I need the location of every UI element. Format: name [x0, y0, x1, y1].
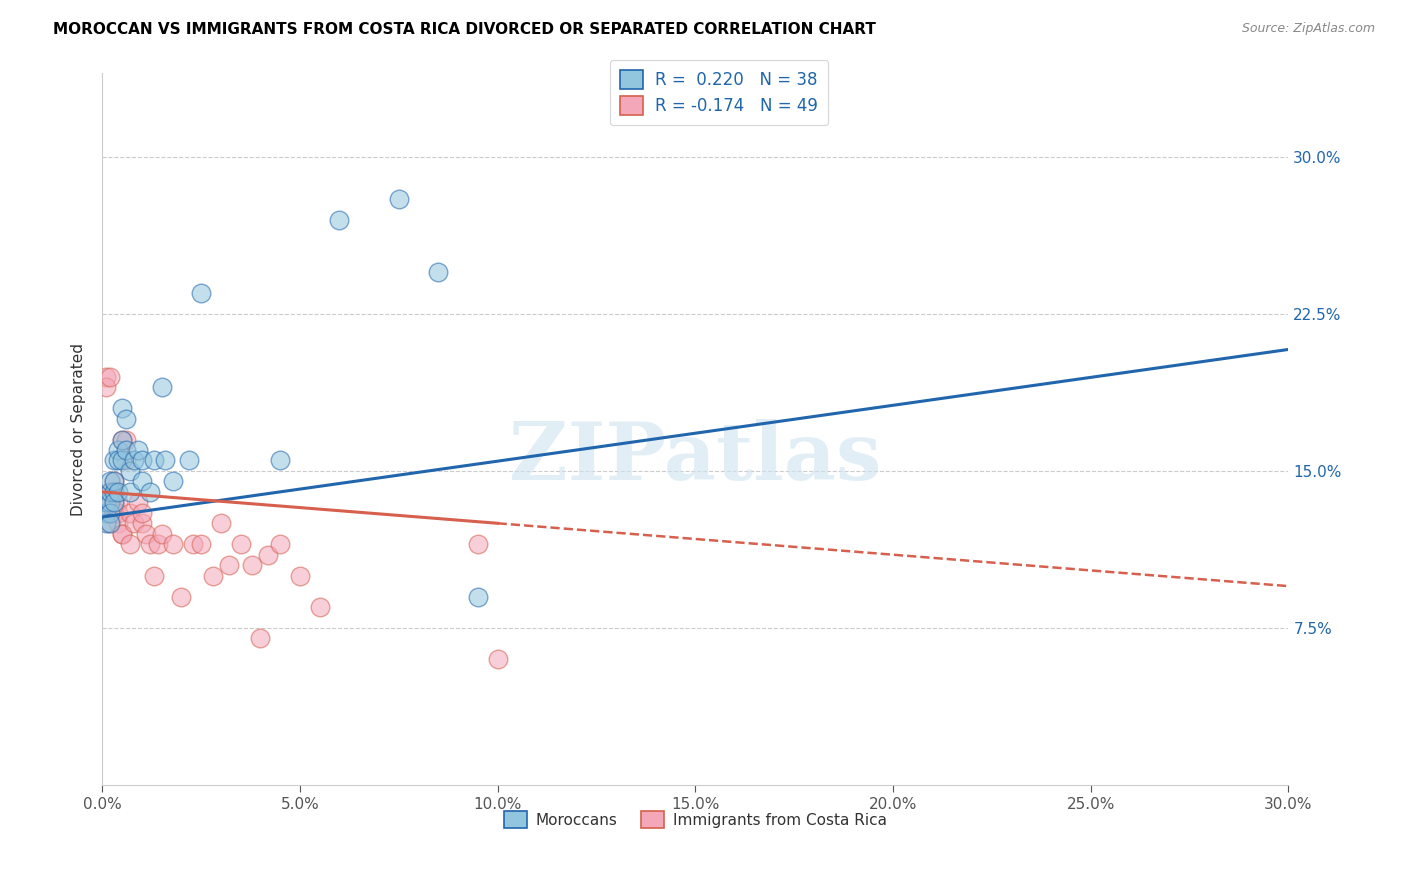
Point — [155, 453, 177, 467]
Point — [467, 537, 489, 551]
Point — [190, 537, 212, 551]
Point — [131, 453, 153, 467]
Point — [98, 369, 121, 384]
Point — [118, 506, 141, 520]
Point — [118, 464, 141, 478]
Point — [138, 537, 160, 551]
Point — [269, 453, 291, 467]
Point — [98, 495, 121, 509]
Point — [486, 652, 509, 666]
Point — [111, 433, 134, 447]
Point — [98, 484, 121, 499]
Point — [98, 484, 121, 499]
Point — [150, 380, 173, 394]
Point — [118, 484, 141, 499]
Point — [142, 568, 165, 582]
Point — [162, 537, 184, 551]
Point — [103, 495, 125, 509]
Point — [96, 495, 118, 509]
Point — [107, 495, 129, 509]
Point — [96, 495, 118, 509]
Legend: Moroccans, Immigrants from Costa Rica: Moroccans, Immigrants from Costa Rica — [498, 805, 893, 834]
Point — [249, 632, 271, 646]
Point — [131, 516, 153, 531]
Point — [107, 506, 129, 520]
Point — [122, 453, 145, 467]
Point — [257, 548, 280, 562]
Point — [135, 526, 157, 541]
Point — [96, 369, 118, 384]
Point — [170, 590, 193, 604]
Point — [162, 475, 184, 489]
Point — [98, 484, 121, 499]
Point — [107, 453, 129, 467]
Point — [103, 475, 125, 489]
Point — [118, 537, 141, 551]
Point — [131, 506, 153, 520]
Point — [103, 495, 125, 509]
Point — [427, 265, 450, 279]
Point — [308, 600, 330, 615]
Point — [146, 537, 169, 551]
Point — [209, 516, 232, 531]
Point — [103, 453, 125, 467]
Point — [111, 401, 134, 416]
Point — [467, 590, 489, 604]
Point — [388, 192, 411, 206]
Point — [127, 495, 149, 509]
Point — [269, 537, 291, 551]
Point — [107, 516, 129, 531]
Point — [218, 558, 240, 573]
Point — [115, 433, 138, 447]
Y-axis label: Divorced or Separated: Divorced or Separated — [72, 343, 86, 516]
Point — [150, 526, 173, 541]
Point — [103, 484, 125, 499]
Point — [98, 495, 121, 509]
Point — [96, 380, 118, 394]
Point — [181, 537, 204, 551]
Point — [96, 506, 118, 520]
Point — [111, 526, 134, 541]
Text: Source: ZipAtlas.com: Source: ZipAtlas.com — [1241, 22, 1375, 36]
Point — [96, 516, 118, 531]
Point — [115, 453, 138, 467]
Point — [98, 475, 121, 489]
Point — [98, 506, 121, 520]
Point — [98, 516, 121, 531]
Point — [122, 516, 145, 531]
Point — [107, 484, 129, 499]
Point — [96, 506, 118, 520]
Point — [103, 484, 125, 499]
Point — [107, 442, 129, 457]
Text: ZIPatlas: ZIPatlas — [509, 418, 882, 497]
Point — [201, 568, 224, 582]
Point — [229, 537, 252, 551]
Point — [96, 506, 118, 520]
Point — [98, 516, 121, 531]
Point — [127, 442, 149, 457]
Point — [288, 568, 311, 582]
Point — [103, 475, 125, 489]
Point — [111, 526, 134, 541]
Point — [328, 212, 350, 227]
Point — [115, 411, 138, 425]
Point — [115, 442, 138, 457]
Text: MOROCCAN VS IMMIGRANTS FROM COSTA RICA DIVORCED OR SEPARATED CORRELATION CHART: MOROCCAN VS IMMIGRANTS FROM COSTA RICA D… — [53, 22, 876, 37]
Point — [131, 475, 153, 489]
Point — [111, 453, 134, 467]
Point — [111, 433, 134, 447]
Point — [138, 484, 160, 499]
Point — [242, 558, 264, 573]
Point — [190, 285, 212, 300]
Point — [179, 453, 201, 467]
Point — [103, 506, 125, 520]
Point — [142, 453, 165, 467]
